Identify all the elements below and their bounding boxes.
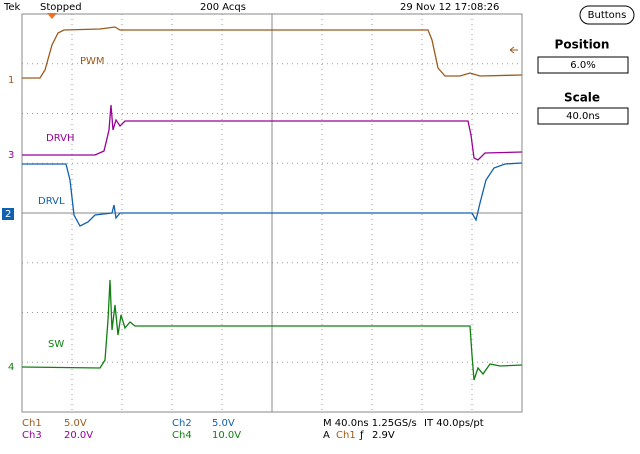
ch2-scale: 5.0V (212, 418, 235, 429)
channel-marker-box (2, 208, 14, 220)
sw-trace (21, 279, 523, 381)
scale-label: Scale (564, 91, 600, 105)
trigger-mode: A (323, 430, 330, 441)
trigger-level (509, 46, 518, 54)
trigger-level: 2.9V (372, 430, 395, 441)
trace-label: PWM (80, 56, 105, 67)
status: Stopped (40, 2, 82, 13)
ch1-name: Ch1 (22, 418, 42, 429)
channel-marker: 1 (8, 75, 14, 86)
trace-label: DRVH (46, 133, 74, 144)
drvl-trace (22, 162, 523, 227)
buttons-label[interactable]: Buttons (588, 10, 627, 21)
ch3-scale: 20.0V (64, 430, 93, 441)
scale-box[interactable] (537, 107, 629, 125)
brand: Tek (3, 2, 21, 13)
acquisitions: 200 Acqs (200, 2, 246, 13)
timebase: M 40.0ns 1.25GS/s (323, 418, 417, 429)
ch3-name: Ch3 (22, 430, 42, 441)
trace-label: SW (48, 339, 64, 350)
position-value: 6.0% (570, 60, 595, 71)
trace-label: DRVL (38, 196, 65, 207)
position-box[interactable] (537, 56, 629, 74)
scale-value: 40.0ns (566, 111, 600, 122)
trigger-slope: ƒ (359, 430, 364, 441)
interval: IT 40.0ps/pt (424, 418, 484, 429)
position-label: Position (555, 38, 610, 52)
trigger-source: Ch1 (336, 430, 356, 441)
channel-marker: 2 (5, 209, 11, 220)
drvh-trace (22, 104, 523, 161)
trigger-position (47, 13, 57, 19)
timestamp: 29 Nov 12 17:08:26 (400, 2, 499, 13)
channel-marker: 3 (8, 150, 14, 161)
channel-marker: 4 (8, 362, 14, 373)
pwm-trace (22, 26, 523, 79)
ch2-name: Ch2 (172, 418, 192, 429)
ch4-name: Ch4 (172, 430, 192, 441)
ch4-scale: 10.0V (212, 430, 241, 441)
ch1-scale: 5.0V (64, 418, 87, 429)
buttons-button[interactable] (579, 5, 635, 25)
